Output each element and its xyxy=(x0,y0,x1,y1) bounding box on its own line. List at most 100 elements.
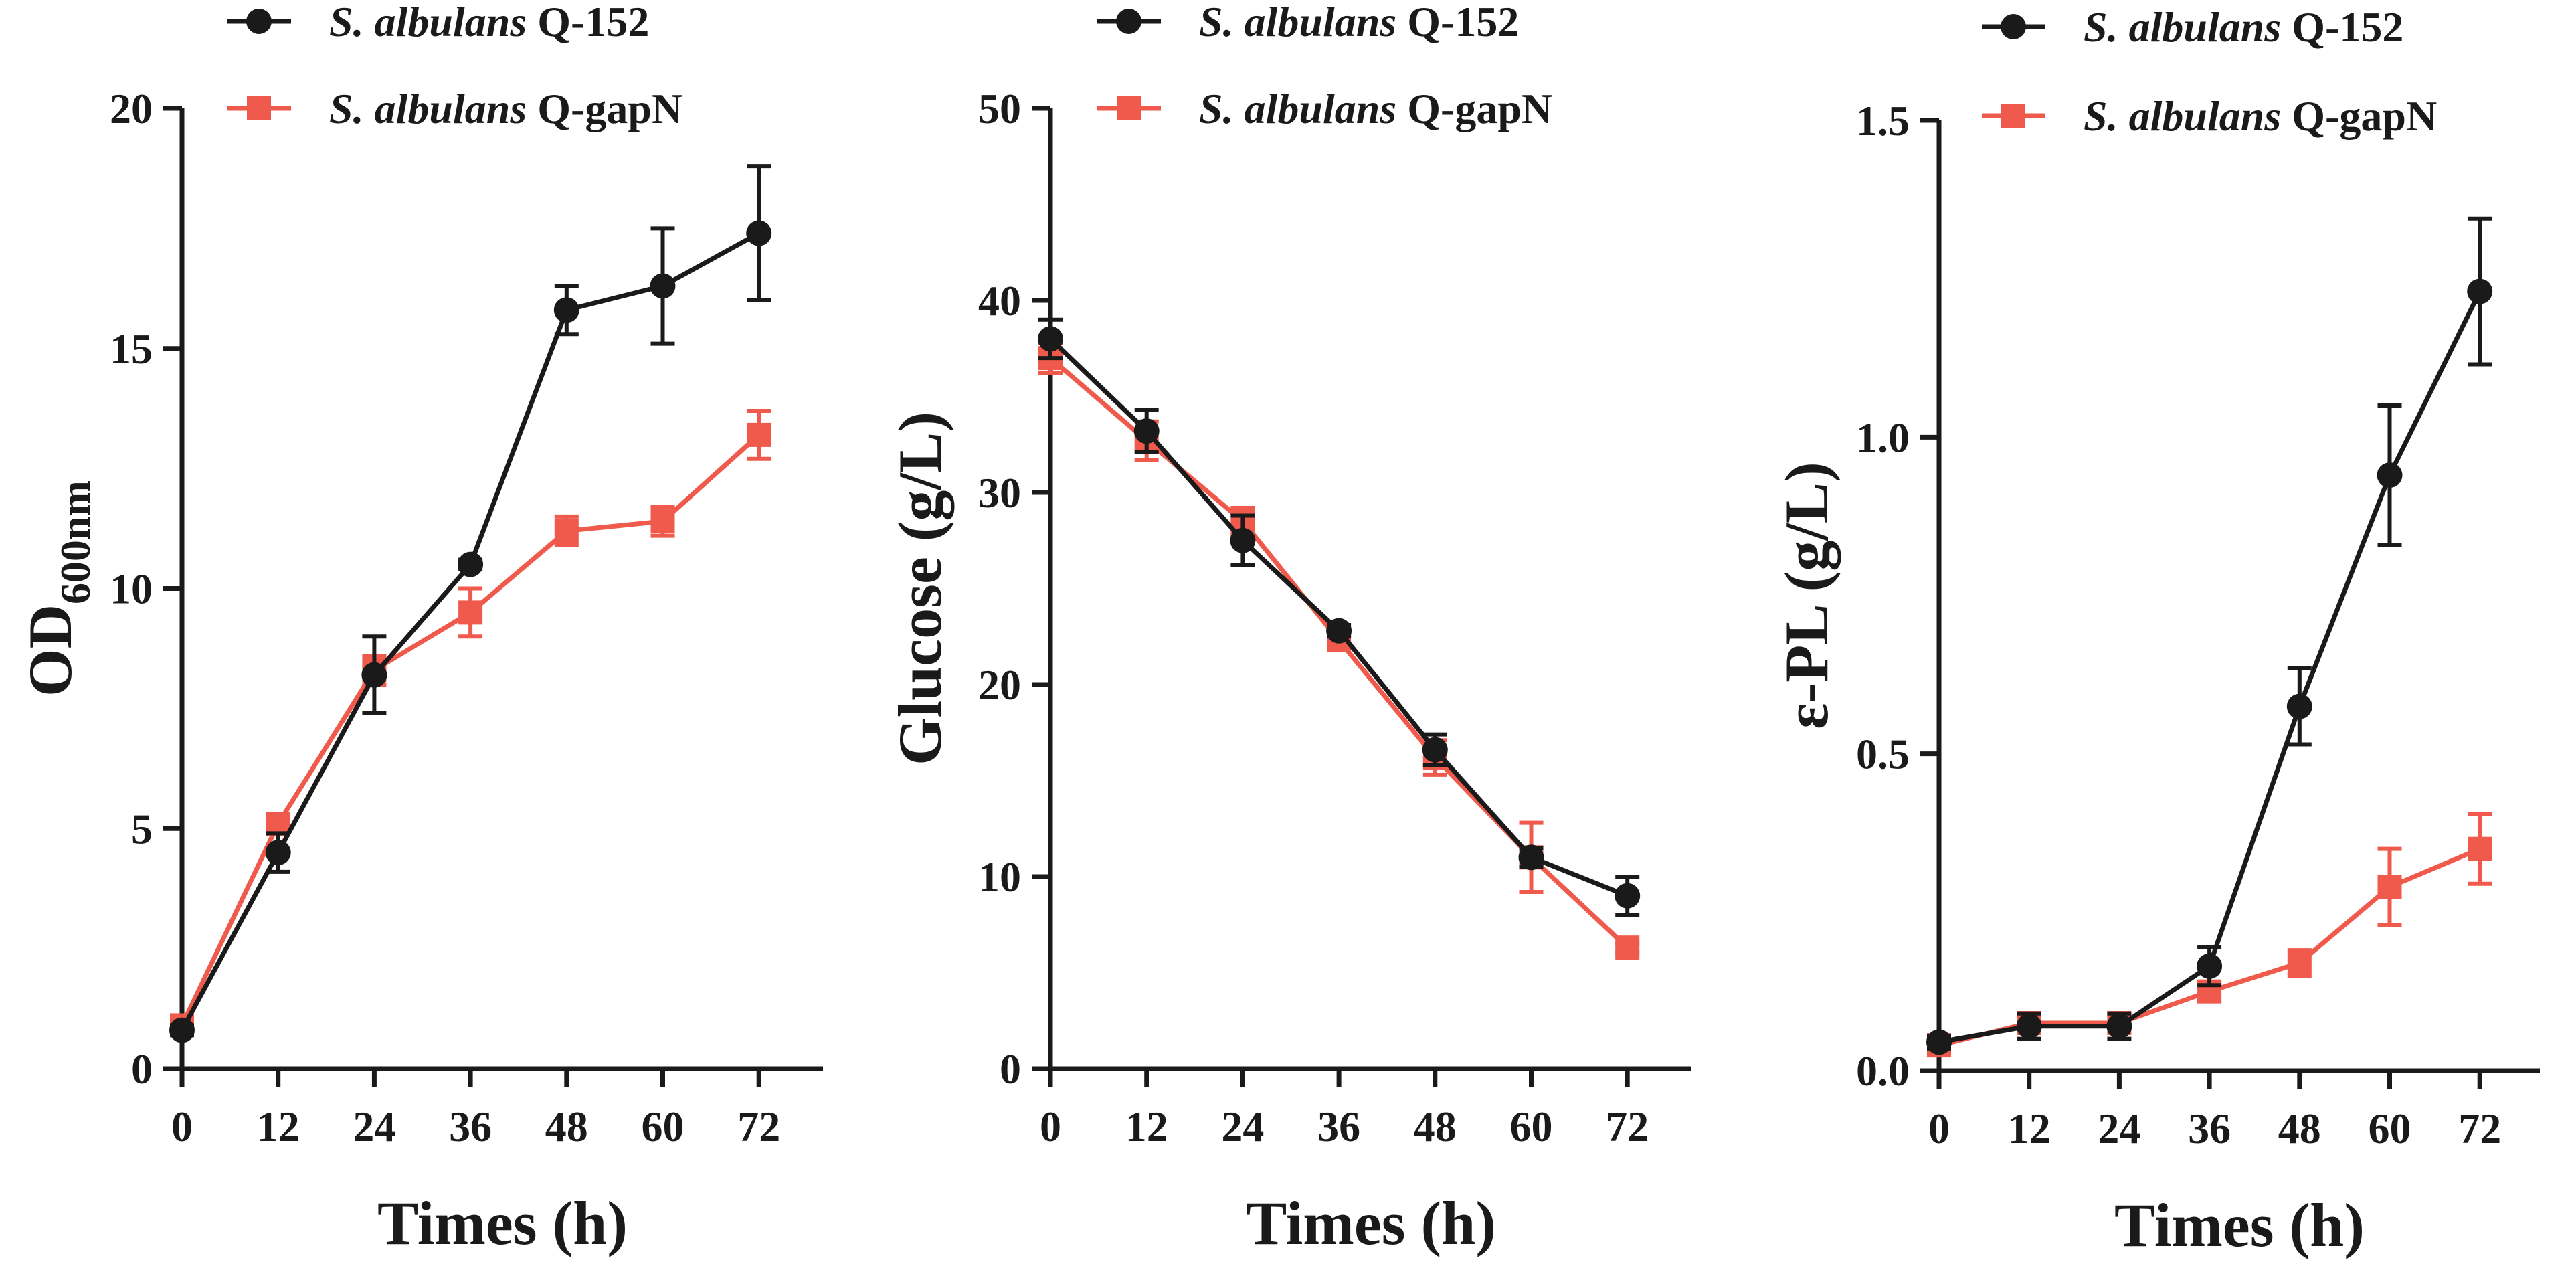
legend-marker-qgapN xyxy=(247,96,271,120)
data-point-qgapN xyxy=(2377,875,2402,899)
x-tick-label: 60 xyxy=(642,1103,684,1150)
x-tick-label: 60 xyxy=(2369,1105,2411,1152)
legend-label-q152: S. albulans Q-152 xyxy=(329,0,649,46)
y-tick-label: 50 xyxy=(978,85,1021,132)
series-qgapN xyxy=(1038,341,1640,960)
data-point-q152 xyxy=(1926,1029,1952,1055)
x-tick-label: 0 xyxy=(1928,1105,1950,1152)
legend-strain: Q-gapN xyxy=(1396,85,1552,132)
data-point-qgapN xyxy=(458,600,483,625)
data-point-q152 xyxy=(553,297,579,323)
y-axis-title-main: ε-PL (g/L) xyxy=(1772,462,1841,729)
legend-label-qgapN: S. albulans Q-gapN xyxy=(329,85,682,132)
data-point-qgapN xyxy=(1615,935,1640,960)
chart-panel-2: 0 10 20 30 40 50 0 12 24 36 48 60 72 Times (h) Glucose… xyxy=(886,0,1691,1257)
x-tick-label: 24 xyxy=(1221,1103,1264,1150)
data-point-q152 xyxy=(265,840,291,866)
series-qgapN xyxy=(170,409,771,1038)
data-point-q152 xyxy=(1615,883,1641,909)
y-axis-title: Glucose (g/L) xyxy=(886,412,954,765)
data-point-q152 xyxy=(2467,278,2493,304)
legend-strain: Q-gapN xyxy=(2281,92,2437,140)
legend-strain: Q-152 xyxy=(2281,3,2403,51)
y-tick-label: 0 xyxy=(131,1045,153,1093)
legend-marker-q152 xyxy=(2001,14,2026,39)
data-point-q152 xyxy=(1133,418,1160,444)
y-tick-label: 40 xyxy=(978,277,1021,325)
x-axis-title: Times (h) xyxy=(2114,1191,2365,1259)
data-point-q152 xyxy=(2197,953,2223,979)
series-line-q152 xyxy=(1048,337,1629,898)
data-point-q152 xyxy=(1230,527,1256,553)
y-tick-label: 10 xyxy=(110,565,153,613)
data-point-q152 xyxy=(2286,693,2312,719)
y-tick-label: 5 xyxy=(131,805,153,852)
data-point-qgapN xyxy=(2287,951,2312,976)
legend-label-q152: S. albulans Q-152 xyxy=(1199,0,1519,46)
y-tick-label: 15 xyxy=(110,325,153,373)
x-tick-label: 12 xyxy=(1125,1103,1168,1150)
chart-panel-1: 0 5 10 15 20 0 12 24 36 48 60 72 Times (h) OD600nm S. … xyxy=(16,0,823,1257)
legend-label-qgapN: S. albulans Q-gapN xyxy=(2084,92,2437,140)
data-point-q152 xyxy=(1422,737,1448,763)
x-tick-label: 24 xyxy=(353,1103,395,1150)
x-tick-label: 60 xyxy=(1510,1103,1553,1150)
x-tick-label: 72 xyxy=(1606,1103,1649,1150)
legend-label-q152: S. albulans Q-152 xyxy=(2084,3,2403,51)
legend-species: S. albulans xyxy=(2084,3,2281,51)
legend-strain: Q-152 xyxy=(1396,0,1519,46)
x-tick-label: 48 xyxy=(2278,1105,2321,1152)
x-tick-label: 24 xyxy=(2098,1105,2140,1152)
x-tick-label: 0 xyxy=(171,1103,193,1150)
legend-marker-q152 xyxy=(246,9,272,34)
legend-label-qgapN: S. albulans Q-gapN xyxy=(1199,85,1552,132)
legend-marker-q152 xyxy=(1116,9,1141,34)
data-point-q152 xyxy=(169,1017,195,1043)
x-tick-label: 48 xyxy=(545,1103,588,1150)
legend-species: S. albulans xyxy=(2084,92,2281,140)
chart-panel-3: 0.0 0.5 1.0 1.5 0 12 24 36 48 60 72 Times (h) ε-PL (… xyxy=(1772,3,2540,1259)
y-tick-label: 0.0 xyxy=(1856,1047,1910,1095)
y-axis-title-subscript: 600nm xyxy=(52,480,99,604)
series-q152 xyxy=(169,164,772,1043)
x-tick-label: 12 xyxy=(2008,1105,2051,1152)
x-axis-title: Times (h) xyxy=(1246,1189,1496,1257)
y-tick-label: 1.5 xyxy=(1856,97,1910,145)
data-point-qgapN xyxy=(2468,836,2492,861)
y-tick-label: 20 xyxy=(978,661,1021,709)
x-tick-label: 0 xyxy=(1040,1103,1061,1150)
legend: S. albulans Q-152 S. albulans Q-gapN xyxy=(1097,0,1552,132)
data-point-q152 xyxy=(361,662,387,688)
series-qgapN xyxy=(1927,812,2492,1058)
y-tick-label: 1.0 xyxy=(1856,414,1910,461)
legend-species: S. albulans xyxy=(1199,85,1396,132)
x-tick-label: 36 xyxy=(449,1103,492,1150)
data-point-q152 xyxy=(2106,1013,2132,1039)
data-point-q152 xyxy=(2377,462,2403,488)
x-tick-label: 72 xyxy=(2458,1105,2501,1152)
legend-species: S. albulans xyxy=(329,0,527,46)
data-point-q152 xyxy=(1326,618,1352,644)
x-tick-label: 72 xyxy=(737,1103,780,1150)
legend-marker-qgapN xyxy=(1117,96,1141,120)
data-point-q152 xyxy=(458,551,484,577)
data-point-q152 xyxy=(1518,844,1544,871)
x-tick-label: 36 xyxy=(1317,1103,1360,1150)
y-axis-title: ε-PL (g/L) xyxy=(1772,462,1841,729)
y-tick-label: 10 xyxy=(978,853,1021,901)
x-tick-label: 12 xyxy=(257,1103,300,1150)
legend-species: S. albulans xyxy=(329,85,527,132)
legend-marker-qgapN xyxy=(2001,104,2025,128)
legend-strain: Q-152 xyxy=(527,0,649,46)
y-tick-label: 0 xyxy=(1000,1045,1021,1093)
series-q152 xyxy=(1926,216,2493,1055)
y-axis-title-main: OD xyxy=(16,604,84,697)
y-tick-label: 20 xyxy=(110,85,153,132)
x-tick-label: 36 xyxy=(2188,1105,2231,1152)
data-point-qgapN xyxy=(554,519,579,543)
legend-strain: Q-gapN xyxy=(527,85,682,132)
data-point-qgapN xyxy=(650,509,675,534)
